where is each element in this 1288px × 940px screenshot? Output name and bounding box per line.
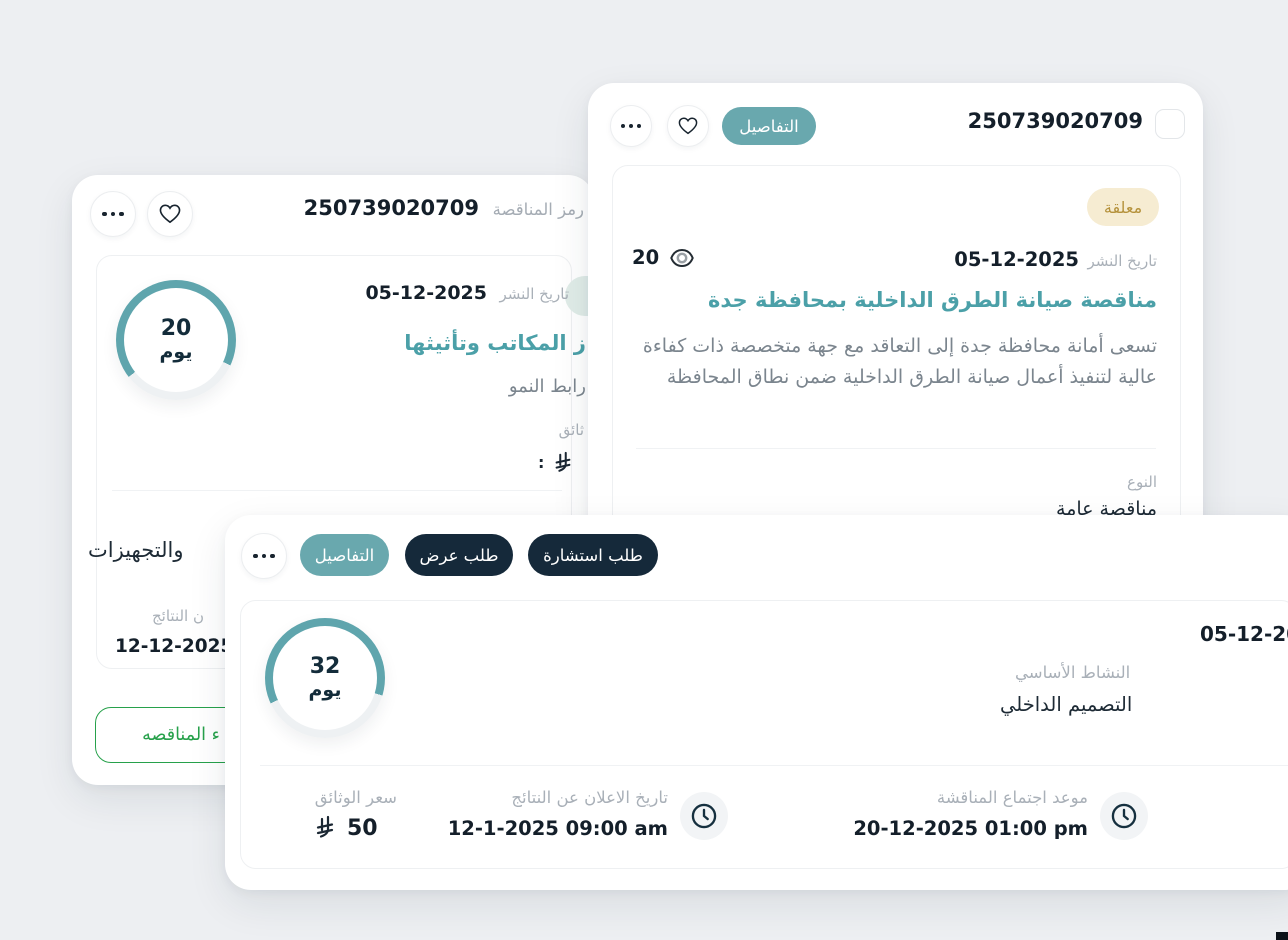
tender-card-bottom: التفاصيل طلب عرض طلب استشارة 32 يوم 05-1… <box>225 515 1288 890</box>
docs-price-label: سعر الوثائق <box>314 788 397 807</box>
details-button[interactable]: التفاصيل <box>722 107 816 145</box>
tender-panel-right <box>612 165 1181 545</box>
days-value: 32 <box>309 653 341 679</box>
request-consultation-button[interactable]: طلب استشارة <box>528 534 658 576</box>
tender-desc-fragment: رابط النمو <box>508 376 586 397</box>
divider <box>112 490 562 491</box>
category-fragment: والتجهيزات <box>88 538 184 562</box>
tender-code-label: رمز المناقصة <box>492 200 584 219</box>
more-options-button[interactable] <box>90 191 136 237</box>
type-label: النوع <box>1127 473 1157 491</box>
days-unit: يوم <box>308 678 342 701</box>
divider <box>260 765 1288 766</box>
ellipsis-icon <box>253 553 258 559</box>
favorite-button[interactable] <box>667 105 709 147</box>
docs-price-value: 50 <box>347 815 378 841</box>
tender-code: 250739020709 <box>303 196 479 220</box>
days-unit: يوم <box>159 340 193 363</box>
ellipsis-icon <box>621 124 625 128</box>
meeting-date-value: 20-12-2025 01:00 pm <box>853 817 1088 840</box>
clock-icon <box>1111 803 1137 829</box>
results-date-value: 12-12-2025 <box>115 636 234 657</box>
request-offer-button[interactable]: طلب عرض <box>405 534 513 576</box>
type-value-fragment: مناقصة عامة <box>1056 498 1157 520</box>
activity-label: النشاط الأساسي <box>1015 663 1131 682</box>
results-date-label: تاريخ الاعلان عن النتائج <box>511 788 668 807</box>
heart-icon <box>678 117 698 135</box>
publish-date-value: 05-12-2025 <box>1200 622 1288 646</box>
details-button[interactable]: التفاصيل <box>300 534 389 576</box>
meeting-clock <box>1100 792 1148 840</box>
corner-artifact <box>1276 932 1288 940</box>
days-remaining-ring: 20 يوم <box>116 280 236 400</box>
publish-date-label: تاريخ النشر <box>1087 252 1157 270</box>
results-clock <box>680 792 728 840</box>
eye-icon <box>670 248 694 267</box>
days-value: 20 <box>160 315 192 341</box>
more-options-button[interactable] <box>241 533 287 579</box>
views-count: 20 <box>632 246 660 269</box>
days-remaining-ring: 32 يوم <box>265 618 385 738</box>
more-options-button[interactable] <box>610 105 652 147</box>
status-badge: معلقة <box>1087 188 1159 226</box>
divider <box>636 448 1156 449</box>
riyal-currency-icon <box>316 815 334 838</box>
results-date-label-fragment: ن النتائج <box>152 607 205 625</box>
publish-date-value: 05-12-2025 <box>954 248 1079 271</box>
results-date-value: 12-1-2025 09:00 am <box>447 817 668 840</box>
docs-price-label-fragment: ثائق <box>558 421 584 439</box>
tender-code: 250739020709 <box>967 109 1143 133</box>
clock-icon <box>691 803 717 829</box>
publish-date-label: تاريخ النشر <box>499 285 569 303</box>
activity-value: التصميم الداخلي <box>1000 693 1133 716</box>
docs-price-dots: : <box>538 453 545 472</box>
tender-card-right: التفاصيل 250739020709 معلقة تاريخ النشر … <box>588 83 1203 545</box>
meeting-date-label: موعد اجتماع المناقشة <box>936 788 1088 807</box>
tender-description: تسعى أمانة محافظة جدة إلى التعاقد مع جهة… <box>642 335 1157 388</box>
riyal-currency-icon <box>555 451 571 472</box>
favorite-button[interactable] <box>147 191 193 237</box>
ellipsis-icon <box>102 211 107 217</box>
heart-icon <box>159 204 181 224</box>
tender-title-fragment: ز المكاتب وتأثيثها <box>404 331 586 355</box>
tender-title: مناقصة صيانة الطرق الداخلية بمحافظة جدة <box>708 288 1157 312</box>
select-checkbox[interactable] <box>1155 109 1185 139</box>
publish-date-value: 05-12-2025 <box>365 282 487 304</box>
